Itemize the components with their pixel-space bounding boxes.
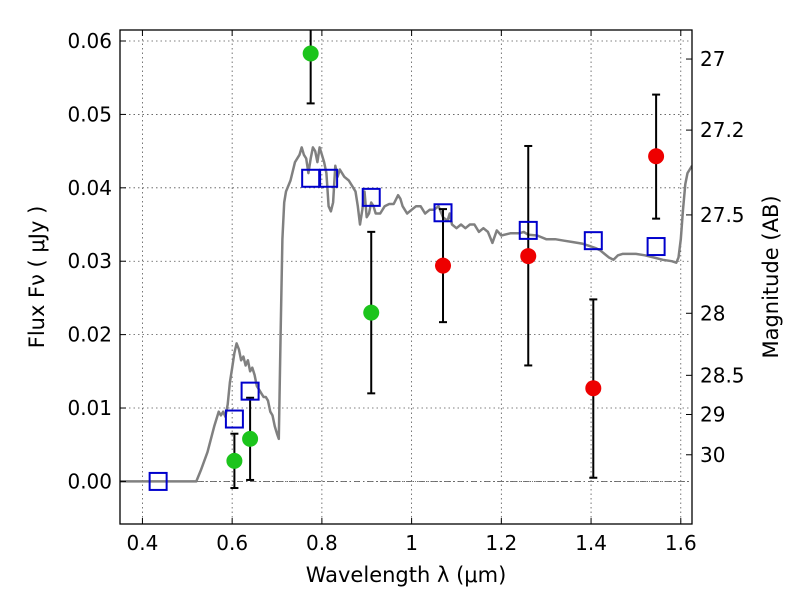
model-point (224, 409, 244, 429)
y-tick-label: 0.00 (67, 469, 112, 493)
magnitude-tick-label: 30 (700, 443, 725, 467)
observed-point-green (226, 452, 243, 469)
x-tick-label: 1.6 (665, 531, 697, 555)
magnitude-tick-label: 28 (700, 301, 725, 325)
x-tick-label: 1.2 (485, 531, 517, 555)
model-point (361, 187, 381, 207)
series-layer (120, 30, 692, 491)
magnitude-tick-label: 28.5 (700, 363, 745, 387)
y-tick-label: 0.05 (67, 102, 112, 126)
magnitude-tick-label: 27.2 (700, 118, 745, 142)
y-tick-label: 0.03 (67, 249, 112, 273)
model-point (319, 168, 339, 188)
y-tick-label: 0.04 (67, 176, 112, 200)
model-spectrum-line (120, 146, 692, 483)
observed-point-green (302, 45, 319, 62)
model-point (518, 220, 538, 240)
plot-frame (119, 29, 693, 525)
model-point (148, 471, 168, 491)
observed-point-green (242, 430, 259, 447)
magnitude-tick-label: 27 (700, 47, 725, 71)
model-point (583, 231, 603, 251)
model-point (240, 381, 260, 401)
magnitude-tick-label: 29 (700, 402, 725, 426)
x-tick-label: 0.8 (306, 531, 338, 555)
y-tick-label: 0.01 (67, 396, 112, 420)
x-tick-label: 0.4 (127, 531, 159, 555)
y-axis-label: Flux Fν ( μJy ) (25, 206, 49, 349)
x-tick-label: 1 (405, 531, 418, 555)
y-tick-label: 0.06 (67, 29, 112, 53)
x-axis: 0.4 0.6 0.8 1 1.2 1.4 1.6 (127, 30, 697, 555)
x-axis-label: Wavelength λ (μm) (306, 563, 507, 587)
magnitude-axis-label: Magnitude (AB) (759, 195, 783, 358)
observed-point-green (363, 304, 380, 321)
x-tick-label: 1.4 (575, 531, 607, 555)
y-tick-label: 0.02 (67, 323, 112, 347)
plot-background (120, 30, 692, 524)
observed-point-red (648, 148, 665, 165)
magnitude-tick-label: 27.5 (700, 203, 745, 227)
x-tick-label: 0.6 (216, 531, 248, 555)
model-point (433, 203, 453, 223)
observed-point-red (585, 380, 602, 397)
magnitude-axis: 27 27.2 27.5 28 28.5 29 30 (686, 47, 745, 467)
observed-point-red (435, 257, 452, 274)
model-point (646, 237, 666, 257)
y-axis: 0.00 0.01 0.02 0.03 0.04 0.05 0.06 (67, 29, 126, 493)
observed-point-red (520, 248, 537, 265)
